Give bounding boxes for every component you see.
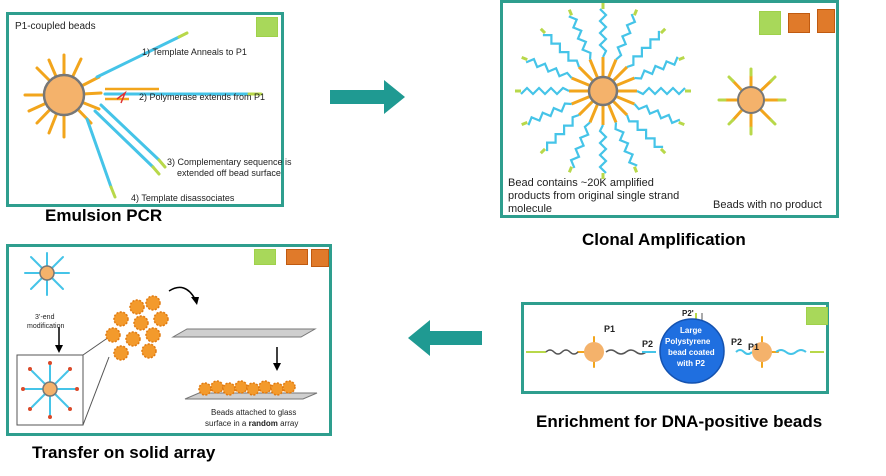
bead-primer bbox=[606, 59, 618, 79]
transfer-diagram bbox=[16, 252, 318, 426]
step-3-label-line2: extended off bead surface bbox=[177, 168, 281, 178]
bead-primer bbox=[571, 76, 591, 88]
amplified-strand bbox=[598, 8, 608, 58]
amplified-strand bbox=[636, 86, 686, 96]
p2-left-label: P2 bbox=[642, 339, 654, 349]
transfer-panel: 3’-end modification Beads attached to gl… bbox=[6, 244, 332, 436]
strand-tip bbox=[567, 9, 574, 16]
emulsion-pcr-caption: Emulsion PCR bbox=[45, 206, 163, 225]
legend-thumbnail bbox=[806, 307, 828, 325]
p2-prime-label: P2' bbox=[682, 309, 694, 318]
bead-primer bbox=[577, 99, 595, 117]
strand-tip bbox=[632, 9, 639, 16]
modification-label-line1: 3’-end bbox=[35, 314, 55, 321]
legend-thumbnail-1 bbox=[254, 249, 276, 265]
strand-tip bbox=[659, 27, 667, 35]
modification-label-line2: modification bbox=[27, 323, 65, 330]
amplified-strand bbox=[625, 114, 664, 148]
strand-tip bbox=[678, 120, 685, 127]
amplified-strand bbox=[633, 103, 681, 125]
blue-bead-label-line2: Polystyrene bbox=[665, 337, 711, 346]
amplified-bead bbox=[587, 75, 619, 107]
strand-tip bbox=[521, 55, 528, 62]
emulsion-pcr-panel: P1-coupled beads 1) Template Anneals to … bbox=[6, 12, 292, 207]
strand-tip bbox=[521, 120, 528, 127]
p1-left-label: P1 bbox=[604, 324, 616, 334]
legend-thumbnail-2 bbox=[788, 13, 810, 33]
amplified-strand bbox=[546, 113, 580, 152]
amplified-strand bbox=[626, 30, 660, 69]
blue-bead-label-line1: Large bbox=[680, 326, 702, 335]
amplified-strand bbox=[598, 124, 608, 174]
bead-primer bbox=[588, 103, 600, 123]
bead-primer bbox=[606, 103, 618, 123]
amplified-strand bbox=[525, 57, 573, 79]
bead-primer bbox=[577, 65, 595, 83]
transfer-caption: Transfer on solid array bbox=[32, 443, 216, 462]
arrow-right bbox=[330, 80, 405, 114]
p1-beads-label: P1-coupled beads bbox=[15, 21, 96, 32]
amplified-strand bbox=[527, 102, 572, 126]
strand-tip bbox=[678, 55, 685, 62]
amplified-strand bbox=[615, 13, 637, 61]
clonal-amplification-caption: Clonal Amplification bbox=[582, 230, 746, 249]
p2-right-label: P2 bbox=[731, 337, 743, 347]
bead-primer bbox=[571, 94, 591, 106]
enrichment-panel: P1 P2 P2' Large Polystyrene bead coated … bbox=[521, 302, 829, 394]
enrichment-caption: Enrichment for DNA-positive beads bbox=[536, 412, 823, 431]
arrow-left bbox=[408, 320, 482, 356]
bead-primer bbox=[615, 94, 635, 106]
clonal-text-line1: Bead contains ~20K amplified bbox=[508, 177, 654, 189]
bead-primer bbox=[588, 59, 600, 79]
attached-label-line1: Beads attached to glass bbox=[211, 408, 297, 417]
bead-primer bbox=[611, 65, 629, 83]
amplified-strand bbox=[520, 86, 570, 96]
blue-bead-label-line4: with P2 bbox=[677, 359, 706, 368]
amplified-strand bbox=[614, 122, 638, 167]
amplified-strand bbox=[634, 56, 679, 80]
legend-thumbnail-2 bbox=[286, 249, 308, 265]
step-4-label: 4) Template disassociates bbox=[131, 193, 235, 203]
bead-primer bbox=[611, 99, 629, 117]
clonal-text-line3: molecule bbox=[508, 203, 553, 215]
legend-thumbnail-3 bbox=[817, 9, 835, 33]
amplified-strand bbox=[569, 121, 591, 169]
attached-label-line2: surface in a random array bbox=[205, 419, 299, 428]
no-product-label: Beads with no product bbox=[713, 199, 822, 211]
emulsion-pcr-diagram bbox=[23, 31, 263, 199]
legend-thumbnail-3 bbox=[311, 249, 329, 267]
strand-tip bbox=[539, 147, 547, 155]
p1-right-label: P1 bbox=[748, 342, 760, 352]
legend-thumbnail bbox=[256, 17, 278, 37]
amplified-strand bbox=[568, 15, 592, 60]
strand-tip bbox=[659, 147, 667, 155]
clonal-amplification-panel: Bead contains ~20K amplified products fr… bbox=[500, 0, 839, 218]
step-1-label: 1) Template Anneals to P1 bbox=[142, 47, 247, 57]
clonal-text-line2: products from original single strand bbox=[508, 190, 680, 202]
clonal-amplification-diagram bbox=[515, 3, 787, 179]
blue-bead-label-line3: bead coated bbox=[668, 348, 715, 357]
bead-primer bbox=[615, 76, 635, 88]
step-3-label-line1: 3) Complementary sequence is bbox=[167, 157, 292, 167]
strand-tip bbox=[632, 166, 639, 173]
enrichment-diagram bbox=[526, 313, 824, 384]
legend-thumbnail-1 bbox=[759, 11, 781, 35]
strand-tip bbox=[539, 27, 547, 35]
amplified-strand bbox=[542, 34, 581, 68]
step-2-label: 2) Polymerase extends from P1 bbox=[139, 92, 266, 102]
strand-tip bbox=[567, 166, 574, 173]
